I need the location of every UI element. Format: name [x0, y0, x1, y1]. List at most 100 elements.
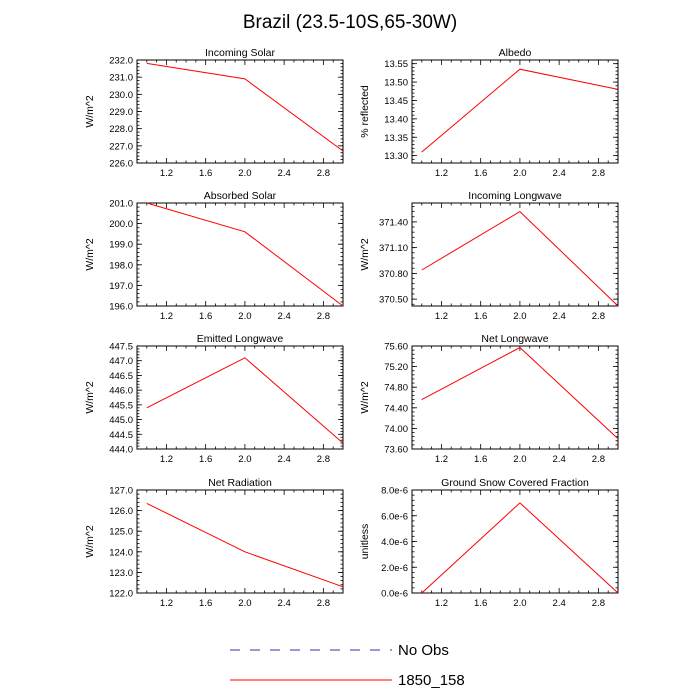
x-tick-label: 2.8	[317, 311, 330, 322]
y-tick-label: 74.00	[384, 424, 408, 435]
x-tick-label: 2.4	[278, 598, 291, 609]
y-tick-label: 446.0	[109, 386, 133, 397]
plot-frame	[136, 489, 344, 594]
x-tick-label: 1.2	[160, 168, 173, 179]
series-line-1850-158	[146, 502, 344, 588]
x-tick-label: 1.6	[474, 454, 487, 465]
plot-frame	[136, 59, 344, 164]
legend: No Obs 1850_158	[230, 642, 465, 689]
plot-frame	[411, 489, 619, 594]
y-tick-label: 124.0	[109, 547, 133, 558]
plot-frame	[136, 202, 344, 307]
y-tick-label: 75.20	[384, 362, 408, 373]
series-line-1850-158	[146, 62, 344, 152]
y-tick-label: 370.50	[379, 295, 408, 306]
panel-title: Net Radiation	[208, 477, 272, 489]
y-axis-label: W/m^2	[84, 95, 96, 128]
x-tick-label: 1.2	[435, 598, 448, 609]
x-tick-label: 2.8	[592, 598, 605, 609]
y-axis-label: W/m^2	[359, 381, 371, 414]
panel-title: Ground Snow Covered Fraction	[441, 477, 589, 489]
y-tick-label: 370.80	[379, 269, 408, 280]
y-axis-label: % reflected	[359, 85, 371, 138]
plot-frame	[411, 202, 619, 307]
panel-title: Absorbed Solar	[204, 190, 277, 202]
y-tick-label: 228.0	[109, 124, 133, 135]
y-tick-label: 8.0e-6	[381, 486, 408, 497]
x-tick-label: 2.4	[278, 311, 291, 322]
y-tick-label: 2.0e-6	[381, 563, 408, 574]
x-tick-label: 1.6	[474, 598, 487, 609]
panel-7: Net Radiation W/m^2 1.2 1.6 2.0 2.4 2.8 122.0 12…	[84, 477, 344, 609]
plot-frame	[411, 345, 619, 450]
y-axis-label: W/m^2	[359, 238, 371, 271]
y-tick-label: 446.5	[109, 371, 133, 382]
x-tick-label: 1.2	[160, 454, 173, 465]
y-tick-label: 201.0	[109, 199, 133, 210]
x-tick-label: 2.0	[238, 454, 251, 465]
x-tick-label: 2.4	[553, 598, 566, 609]
panel-1: Incoming Solar W/m^2 1.2 1.6 2.0 2.4 2.8 226.0 2…	[84, 47, 344, 179]
x-tick-label: 1.6	[474, 311, 487, 322]
y-tick-label: 4.0e-6	[381, 537, 408, 548]
legend-label-1850-158: 1850_158	[398, 672, 465, 689]
figure-title: Brazil (23.5-10S,65-30W)	[243, 12, 457, 33]
y-tick-label: 0.0e-6	[381, 589, 408, 600]
y-tick-label: 227.0	[109, 141, 133, 152]
x-tick-label: 1.2	[160, 598, 173, 609]
y-tick-label: 371.10	[379, 243, 408, 254]
y-tick-label: 127.0	[109, 486, 133, 497]
y-tick-label: 123.0	[109, 568, 133, 579]
y-tick-label: 13.50	[384, 78, 408, 89]
x-tick-label: 1.2	[435, 168, 448, 179]
y-tick-label: 13.40	[384, 114, 408, 125]
y-tick-label: 198.0	[109, 260, 133, 271]
x-tick-label: 2.8	[317, 598, 330, 609]
panel-4: Incoming Longwave W/m^2 1.2 1.6 2.0 2.4 2.8 370…	[359, 190, 619, 322]
x-tick-label: 2.8	[592, 311, 605, 322]
x-tick-label: 1.6	[199, 598, 212, 609]
y-tick-label: 445.5	[109, 400, 133, 411]
x-tick-label: 2.4	[553, 454, 566, 465]
x-tick-label: 1.2	[435, 311, 448, 322]
legend-label-no-obs: No Obs	[398, 642, 449, 659]
series-line-1850-158	[421, 210, 619, 307]
series-line-1850-158	[146, 202, 344, 307]
series-line-1850-158	[421, 68, 619, 153]
y-tick-label: 447.0	[109, 356, 133, 367]
plot-frame	[411, 59, 619, 164]
x-tick-label: 2.0	[238, 311, 251, 322]
y-tick-label: 75.60	[384, 342, 408, 353]
series-line-1850-158	[146, 357, 344, 444]
y-tick-label: 126.0	[109, 506, 133, 517]
y-tick-label: 125.0	[109, 527, 133, 538]
y-tick-label: 229.0	[109, 107, 133, 118]
y-tick-label: 6.0e-6	[381, 511, 408, 522]
x-tick-label: 1.2	[160, 311, 173, 322]
y-tick-label: 13.35	[384, 133, 408, 144]
y-tick-label: 444.0	[109, 445, 133, 456]
y-axis-label: W/m^2	[84, 238, 96, 271]
x-tick-label: 2.0	[513, 598, 526, 609]
y-tick-label: 122.0	[109, 589, 133, 600]
y-tick-label: 197.0	[109, 281, 133, 292]
y-tick-label: 13.55	[384, 59, 408, 70]
y-tick-label: 73.60	[384, 445, 408, 456]
panel-title: Incoming Longwave	[468, 190, 562, 202]
y-axis-label: unitless	[359, 524, 371, 560]
x-tick-label: 2.8	[317, 168, 330, 179]
y-tick-label: 13.30	[384, 151, 408, 162]
panel-2: Albedo % reflected 1.2 1.6 2.0 2.4 2.8 13.30 13.…	[359, 47, 619, 179]
x-tick-label: 2.4	[553, 311, 566, 322]
x-tick-label: 1.6	[474, 168, 487, 179]
y-tick-label: 74.40	[384, 403, 408, 414]
panel-title: Emitted Longwave	[197, 333, 284, 345]
panel-3: Absorbed Solar W/m^2 1.2 1.6 2.0 2.4 2.8 196.0 1…	[84, 190, 344, 322]
x-tick-label: 1.2	[435, 454, 448, 465]
y-tick-label: 230.0	[109, 90, 133, 101]
series-line-1850-158	[421, 502, 619, 594]
series-line-1850-158	[421, 346, 619, 440]
x-tick-label: 2.0	[513, 168, 526, 179]
x-tick-label: 2.0	[513, 311, 526, 322]
